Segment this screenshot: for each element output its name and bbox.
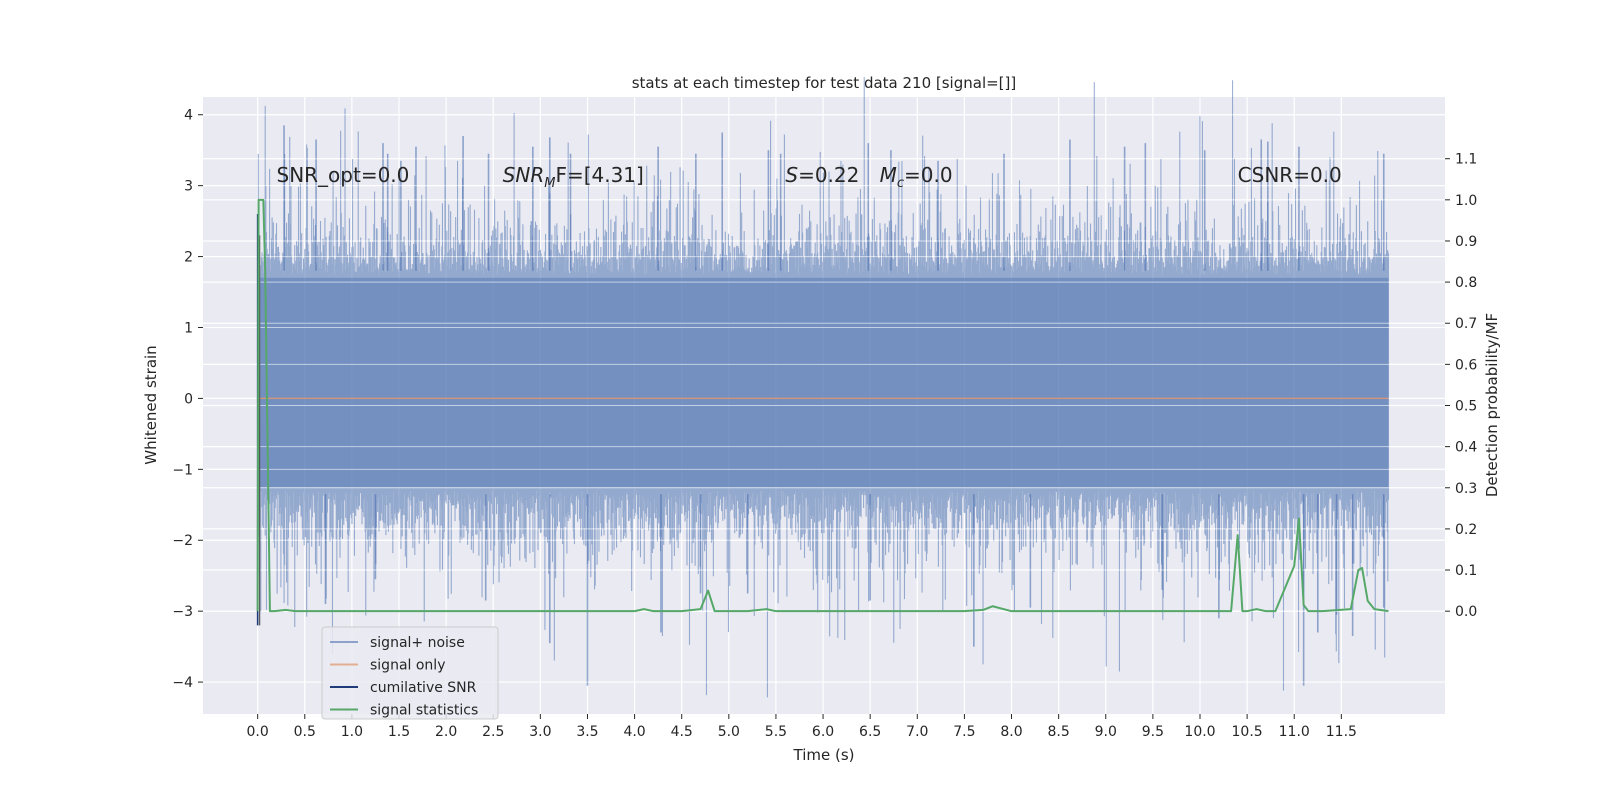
- y2-tick-label: 0.4: [1455, 440, 1477, 456]
- y-axis-label: Whitened strain: [142, 345, 160, 464]
- y-tick-label: 4: [184, 108, 193, 124]
- y2-tick-label: 0.0: [1455, 604, 1477, 620]
- y2-tick-label: 1.0: [1455, 193, 1477, 209]
- y2-tick-label: 0.8: [1455, 275, 1477, 291]
- annotation-main: S: [785, 163, 798, 187]
- x-tick-label: 7.5: [953, 724, 975, 740]
- legend-label: signal statistics: [370, 703, 478, 719]
- annotation-main: SNR: [503, 163, 545, 187]
- annotation-text: Mc=0.0: [880, 163, 953, 191]
- x-tick-label: 4.5: [671, 724, 693, 740]
- series-signal-noise-core: [257, 277, 1389, 488]
- x-tick-label: 3.5: [576, 724, 598, 740]
- x-tick-label: 2.5: [482, 724, 504, 740]
- y-tick-label: 0: [184, 391, 193, 407]
- annotation-main: SNR_opt=0.0: [277, 163, 410, 187]
- x-tick-label: 5.0: [718, 724, 740, 740]
- x-tick-label: 0.5: [294, 724, 316, 740]
- x-tick-label: 9.5: [1142, 724, 1164, 740]
- y2-tick-label: 0.2: [1455, 522, 1477, 538]
- legend-label: signal only: [370, 658, 445, 674]
- annotation-subscript: M: [544, 176, 555, 191]
- x-tick-label: 6.5: [859, 724, 881, 740]
- series-layer: [203, 77, 1445, 698]
- x-tick-label: 2.0: [435, 724, 457, 740]
- annotation-text: S=0.22: [785, 163, 859, 187]
- annotation-suffix: =0.22: [798, 163, 859, 187]
- y2-tick-label: 0.1: [1455, 563, 1477, 579]
- y2-tick-label: 0.6: [1455, 357, 1477, 373]
- x-tick-label: 1.5: [388, 724, 410, 740]
- annotation-layer: SNR_opt=0.0 SNRMF=[4.31] S=0.22 Mc=0.0 CSNR=…: [277, 163, 1342, 191]
- y2-tick-label: 0.7: [1455, 316, 1477, 332]
- x-tick-label: 11.0: [1279, 724, 1310, 740]
- y2-tick-label: 0.5: [1455, 399, 1477, 415]
- y-tick-label: 1: [184, 320, 193, 336]
- y-tick-label: −3: [172, 604, 193, 620]
- annotation-main: M: [880, 163, 897, 187]
- x-tick-label: 3.0: [529, 724, 551, 740]
- x-tick-label: 7.0: [906, 724, 928, 740]
- y2-tick-label: 1.1: [1455, 152, 1477, 168]
- y2-tick-label: 0.9: [1455, 234, 1477, 250]
- x-tick-label: 5.5: [765, 724, 787, 740]
- y-tick-label: 2: [184, 250, 193, 266]
- axis-layer: 0.0 0.5 1.0 1.5 2.0 2.5 3.0 3.5 4.0 4.5 5.0 5.5 6.0 6…: [172, 108, 1477, 740]
- x-tick-label: 1.0: [341, 724, 363, 740]
- legend-label: cumilative SNR: [370, 680, 477, 696]
- x-tick-label: 10.0: [1184, 724, 1215, 740]
- x-tick-label: 8.0: [1000, 724, 1022, 740]
- x-tick-label: 6.0: [812, 724, 834, 740]
- annotation-main: CSNR=0.0: [1238, 163, 1342, 187]
- legend-box: [321, 626, 499, 720]
- y-tick-label: −4: [172, 675, 193, 691]
- annotation-text: SNR_opt=0.0: [277, 163, 410, 187]
- x-tick-label: 0.0: [247, 724, 269, 740]
- x-tick-label: 10.5: [1232, 724, 1263, 740]
- y-tick-label: 3: [184, 179, 193, 195]
- chart-title: stats at each timestep for test data 210…: [632, 74, 1017, 92]
- annotation-text: CSNR=0.0: [1238, 163, 1342, 187]
- x-tick-label: 4.0: [623, 724, 645, 740]
- legend: signal+ noise signal only cumilative SNR si…: [321, 626, 499, 720]
- x-tick-label: 8.5: [1048, 724, 1070, 740]
- x-tick-label: 11.5: [1326, 724, 1357, 740]
- x-axis-label: Time (s): [793, 746, 855, 764]
- y-tick-label: −2: [172, 533, 193, 549]
- x-tick-label: 9.0: [1095, 724, 1117, 740]
- legend-label: signal+ noise: [370, 635, 465, 651]
- annotation-suffix: =0.0: [904, 163, 953, 187]
- y2-axis-label: Detection probability/MF: [1483, 313, 1501, 497]
- series-signal-statistics: [256, 198, 1389, 613]
- annotation-text: SNRMF=[4.31]: [503, 163, 644, 191]
- y2-tick-label: 0.3: [1455, 481, 1477, 497]
- annotation-suffix: F=[4.31]: [555, 163, 643, 187]
- annotation-subscript: c: [897, 176, 904, 191]
- y-tick-label: −1: [172, 462, 193, 478]
